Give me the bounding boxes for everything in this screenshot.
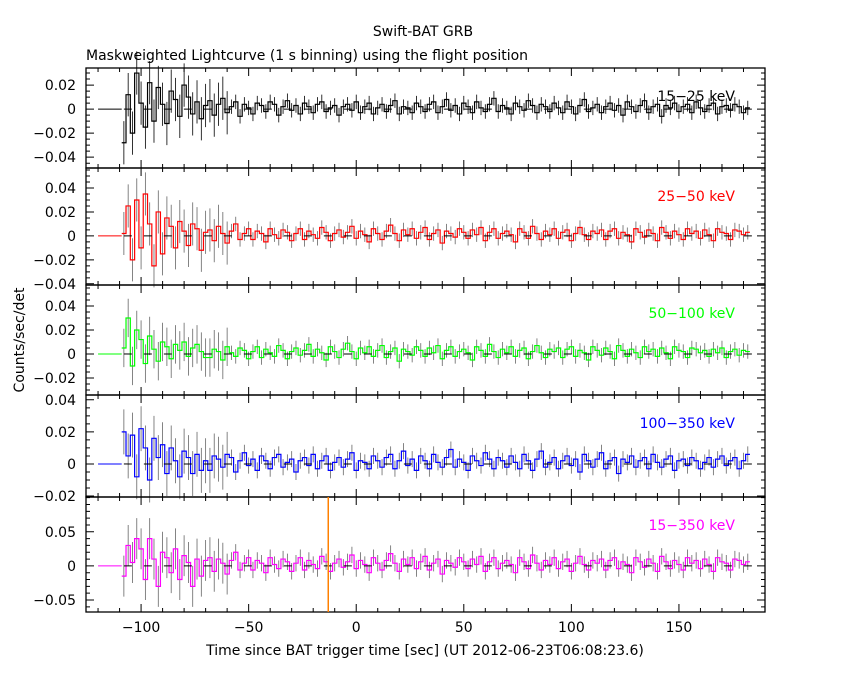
- y-tick-label: 0: [67, 457, 76, 473]
- panel-4: −0.05 0 0.05 15−350 keV −100 −50 0 50 100 150: [33, 496, 766, 636]
- y-tick-label: 0.02: [45, 425, 76, 441]
- x-tick-label: 150: [666, 620, 693, 636]
- x-tick-label: −50: [234, 620, 264, 636]
- y-tick-label: −0.04: [33, 150, 76, 166]
- y-tick-label: 0.04: [45, 181, 76, 197]
- panel-0: −0.04 −0.02 0 0.02 15−25 keV: [33, 51, 766, 169]
- panel-frame: [85, 167, 766, 286]
- y-tick-label: 0: [67, 559, 76, 575]
- band-label: 15−350 keV: [648, 518, 735, 534]
- y-tick-label: −0.04: [33, 277, 76, 293]
- x-tick-label: 50: [455, 620, 473, 636]
- series-line: [121, 193, 750, 267]
- x-axis-label: Time since BAT trigger time [sec] (UT 20…: [205, 643, 644, 659]
- series-line: [121, 538, 750, 587]
- y-tick-label: 0.02: [45, 78, 76, 94]
- panels: −0.04 −0.02 0 0.02 15−25 keV −0.04 −0.02 0 0.02 0…: [33, 51, 766, 636]
- y-tick-label: −0.02: [33, 371, 76, 387]
- x-tick-label: −100: [122, 620, 160, 636]
- y-tick-label: 0.02: [45, 323, 76, 339]
- panel-3: −0.02 0 0.02 0.04 100−350 keV: [33, 393, 766, 505]
- chart-title: Swift-BAT GRB: [373, 24, 473, 40]
- y-tick-label: 0: [67, 102, 76, 118]
- axis-ticks: [86, 285, 766, 395]
- x-tick-label: 0: [352, 620, 361, 636]
- y-tick-label: 0.02: [45, 205, 76, 221]
- band-label: 50−100 keV: [648, 306, 735, 322]
- series-line: [121, 428, 750, 481]
- chart-subtitle: Maskweighted Lightcurve (1 s binning) us…: [86, 48, 528, 64]
- panel-frame: [85, 394, 766, 498]
- panel-frame: [85, 496, 766, 613]
- panel-1: −0.04 −0.02 0 0.02 0.04 25−50 keV: [33, 167, 766, 293]
- y-tick-label: 0: [67, 229, 76, 245]
- axis-ticks: [86, 168, 766, 285]
- y-tick-label: −0.02: [33, 253, 76, 269]
- y-axis-label: Counts/sec/det: [12, 287, 28, 392]
- y-tick-label: 0.04: [45, 299, 76, 315]
- y-tick-label: 0: [67, 347, 76, 363]
- y-tick-label: 0.05: [45, 525, 76, 541]
- series-line: [121, 72, 750, 144]
- axis-ticks: [86, 68, 766, 168]
- panel-frame: [85, 67, 766, 169]
- axis-ticks: [86, 395, 766, 497]
- y-tick-label: −0.05: [33, 593, 76, 609]
- series-line: [121, 317, 750, 367]
- band-label: 100−350 keV: [640, 416, 736, 432]
- panel-frame: [85, 284, 766, 396]
- axis-ticks: [86, 497, 766, 612]
- y-tick-label: −0.02: [33, 489, 76, 505]
- band-label: 15−25 keV: [657, 89, 735, 105]
- y-tick-label: −0.02: [33, 126, 76, 142]
- panel-2: −0.02 0 0.02 0.04 50−100 keV: [33, 284, 766, 396]
- band-label: 25−50 keV: [657, 189, 735, 205]
- x-tick-label: 100: [558, 620, 585, 636]
- y-tick-label: 0.04: [45, 393, 76, 409]
